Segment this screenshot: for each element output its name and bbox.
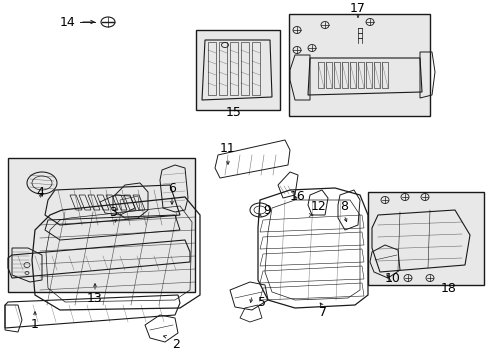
Text: 3: 3	[109, 207, 117, 220]
Text: 2: 2	[172, 338, 180, 351]
Text: 17: 17	[349, 1, 365, 14]
Bar	[196, 30, 280, 110]
Bar	[8, 158, 195, 292]
Text: 1: 1	[31, 319, 39, 332]
Text: 13: 13	[87, 292, 102, 306]
Text: 9: 9	[263, 203, 270, 216]
Text: 8: 8	[339, 201, 347, 213]
Text: 7: 7	[318, 306, 326, 320]
Text: 18: 18	[440, 283, 456, 296]
Text: 10: 10	[384, 271, 400, 284]
Text: 14: 14	[60, 15, 76, 28]
Text: 6: 6	[168, 181, 176, 194]
Text: 16: 16	[289, 189, 305, 202]
Bar	[288, 14, 429, 116]
Text: 11: 11	[220, 141, 235, 154]
Bar	[367, 192, 483, 285]
Text: 12: 12	[310, 201, 326, 213]
Text: 5: 5	[258, 296, 265, 309]
Text: 4: 4	[36, 185, 44, 198]
Text: 15: 15	[225, 107, 242, 120]
